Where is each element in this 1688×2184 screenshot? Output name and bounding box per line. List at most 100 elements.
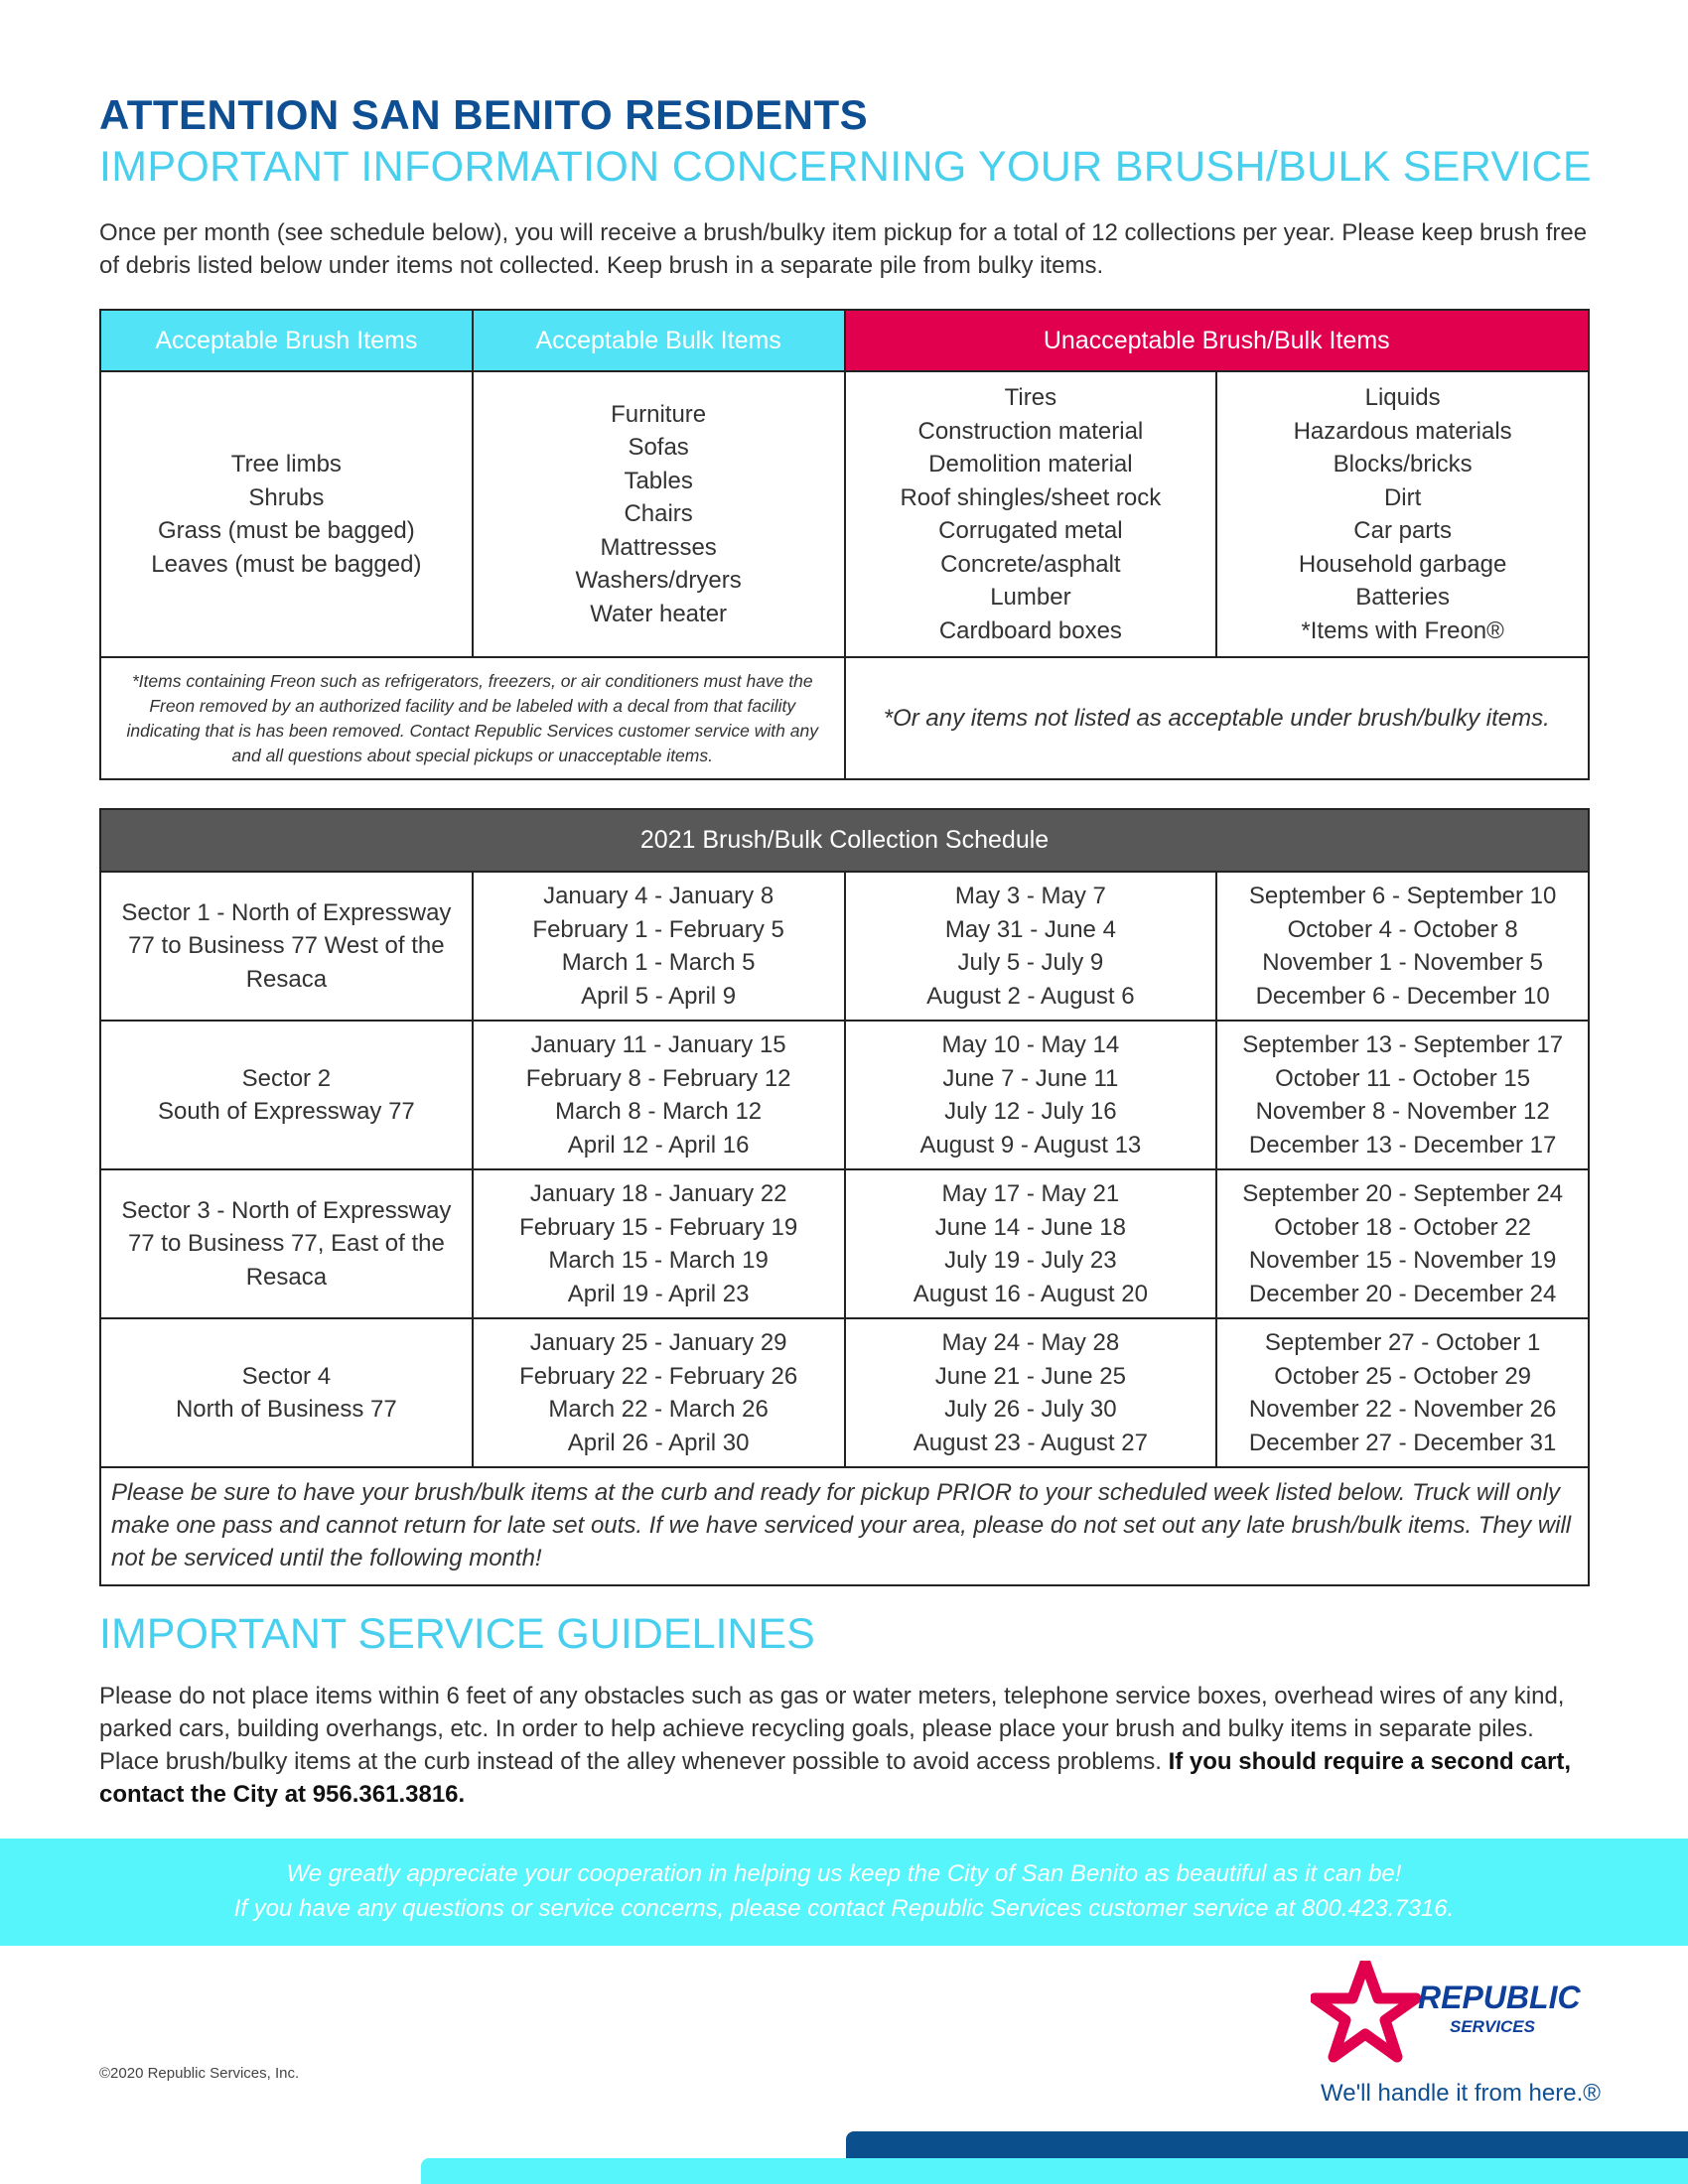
list-line: March 1 - March 5 — [561, 949, 756, 976]
tagline: We'll handle it from here.® — [1321, 2080, 1601, 2107]
footer-bar-blue — [846, 2131, 1688, 2159]
list-line: Corrugated metal — [938, 517, 1123, 544]
guidelines-text: Please do not place items within 6 feet … — [99, 1683, 1565, 1775]
list-line: February 15 - February 19 — [519, 1213, 798, 1241]
list-line: Shrubs — [248, 483, 325, 511]
list-line: July 26 - July 30 — [944, 1396, 1117, 1423]
list-line: March 15 - March 19 — [548, 1247, 769, 1274]
page-subtitle: IMPORTANT INFORMATION CONCERNING YOUR BR… — [99, 143, 1592, 191]
list-line: October 11 - October 15 — [1275, 1064, 1531, 1092]
sector-cell: Sector 4 North of Business 77 — [99, 1317, 474, 1468]
list-line: November 1 - November 5 — [1262, 949, 1544, 976]
list-line: Roof shingles/sheet rock — [900, 483, 1162, 511]
list-line: April 19 - April 23 — [567, 1280, 750, 1307]
list-line: September 27 - October 1 — [1264, 1329, 1541, 1356]
list-line: Resaca — [245, 965, 328, 993]
list-line: June 7 - June 11 — [942, 1064, 1119, 1092]
schedule-row: Sector 3 - North of Expressway 77 to Busi… — [99, 1168, 1590, 1319]
list-line: Tree limbs — [230, 451, 342, 478]
list-line: January 18 - January 22 — [529, 1180, 787, 1207]
logo-text: REPUBLIC — [1418, 1979, 1581, 2015]
list-line: April 26 - April 30 — [567, 1429, 750, 1456]
other-items-note: *Or any items not listed as acceptable u… — [843, 656, 1590, 780]
second-cart-contact: If you should require a second cart, con… — [99, 1748, 1571, 1808]
schedule-row: Sector 1 - North of Expressway 77 to Busi… — [99, 871, 1590, 1022]
date-ranges-cell: January 11 - January 15 February 8 - Febr… — [471, 1020, 846, 1170]
date-ranges-cell: January 18 - January 22 February 15 - Feb… — [471, 1168, 846, 1319]
list-line: Lumber — [990, 584, 1071, 611]
list-line: Grass (must be bagged) — [157, 517, 415, 544]
list-line: Washers/dryers — [575, 567, 742, 595]
list-line: February 8 - February 12 — [525, 1064, 791, 1092]
list-line: 77 to Business 77 West of the — [128, 932, 445, 960]
list-line: April 5 - April 9 — [581, 982, 737, 1010]
list-line: August 16 - August 20 — [913, 1280, 1148, 1307]
list-line: Sector 1 - North of Expressway — [121, 898, 452, 926]
list-line: June 14 - June 18 — [934, 1213, 1126, 1241]
guidelines-paragraph: Please do not place items within 6 feet … — [99, 1680, 1599, 1811]
republic-services-logo: REPUBLIC SERVICES — [1309, 1957, 1599, 2070]
date-ranges-cell: September 13 - September 17 October 11 - … — [1215, 1020, 1590, 1170]
list-line: February 1 - February 5 — [532, 915, 784, 943]
list-line: Leaves (must be bagged) — [151, 550, 422, 578]
list-line: August 23 - August 27 — [913, 1429, 1148, 1456]
list-line: May 3 - May 7 — [954, 883, 1106, 909]
list-line: Blocks/bricks — [1333, 451, 1473, 478]
list-line: January 25 - January 29 — [529, 1329, 787, 1356]
list-line: December 27 - December 31 — [1248, 1429, 1557, 1456]
copyright: ©2020 Republic Services, Inc. — [99, 2065, 300, 2082]
list-line: May 31 - June 4 — [944, 915, 1116, 943]
list-line: South of Expressway 77 — [157, 1098, 415, 1125]
items-table: Acceptable Brush Items Acceptable Bulk I… — [99, 309, 1590, 780]
page-title: ATTENTION SAN BENITO RESIDENTS — [99, 91, 869, 138]
list-line: Concrete/asphalt — [940, 550, 1121, 578]
list-line: November 22 - November 26 — [1248, 1396, 1557, 1423]
list-line: December 20 - December 24 — [1248, 1280, 1557, 1307]
date-ranges-cell: May 17 - May 21 June 14 - June 18 July 19 … — [843, 1168, 1218, 1319]
list-line: Furniture — [611, 400, 707, 428]
bulk-items-list: Furniture Sofas Tables Chairs Mattresses Wash… — [471, 370, 846, 658]
header-acceptable-brush: Acceptable Brush Items — [99, 309, 474, 372]
list-line: December 13 - December 17 — [1248, 1131, 1557, 1159]
list-line: January 11 - January 15 — [530, 1031, 786, 1058]
freon-note: *Items containing Freon such as refriger… — [99, 656, 846, 780]
list-line: September 20 - September 24 — [1242, 1180, 1564, 1207]
list-line: Car parts — [1353, 517, 1452, 544]
list-line: Construction material — [917, 417, 1144, 445]
header-unacceptable: Unacceptable Brush/Bulk Items — [843, 309, 1590, 372]
list-line: May 24 - May 28 — [941, 1329, 1120, 1356]
schedule-row: Sector 2 South of Expressway 77 January 11… — [99, 1020, 1590, 1170]
list-line: Demolition material — [928, 451, 1133, 478]
list-line: January 4 - January 8 — [543, 883, 774, 909]
date-ranges-cell: May 24 - May 28 June 21 - June 25 July 26 … — [843, 1317, 1218, 1468]
brush-items-list: Tree limbs Shrubs Grass (must be bagged) Le… — [99, 370, 474, 658]
sector-cell: Sector 3 - North of Expressway 77 to Busi… — [99, 1168, 474, 1319]
unacceptable-items-list-1: Tires Construction material Demolition mat… — [843, 370, 1218, 658]
banner-line-2: If you have any questions or service con… — [233, 1895, 1455, 1922]
list-line: November 15 - November 19 — [1248, 1247, 1557, 1274]
list-line: Household garbage — [1298, 550, 1507, 578]
list-line: Chairs — [624, 500, 693, 528]
list-line: May 17 - May 21 — [941, 1180, 1120, 1207]
list-line: 77 to Business 77, East of the — [127, 1230, 445, 1258]
list-line: March 8 - March 12 — [555, 1098, 763, 1125]
schedule-row: Sector 4 North of Business 77 January 25 -… — [99, 1317, 1590, 1468]
footer-bar-cyan — [421, 2158, 1688, 2184]
list-line: North of Business 77 — [175, 1396, 397, 1423]
list-line: Sector 3 - North of Expressway — [121, 1196, 452, 1224]
sector-cell: Sector 1 - North of Expressway 77 to Busi… — [99, 871, 474, 1022]
list-line: *Items with Freon® — [1301, 616, 1504, 644]
sector-cell: Sector 2 South of Expressway 77 — [99, 1020, 474, 1170]
list-line: Batteries — [1355, 584, 1450, 611]
guidelines-title: IMPORTANT SERVICE GUIDELINES — [99, 1610, 815, 1658]
list-line: Water heater — [590, 600, 728, 627]
star-logo-icon: REPUBLIC SERVICES — [1309, 1957, 1581, 2063]
date-ranges-cell: January 4 - January 8 February 1 - Februa… — [471, 871, 846, 1022]
list-line: August 9 - August 13 — [919, 1131, 1142, 1159]
list-line: Sofas — [628, 434, 689, 462]
date-ranges-cell: January 25 - January 29 February 22 - Feb… — [471, 1317, 846, 1468]
collection-schedule-table: 2021 Brush/Bulk Collection Schedule Sect… — [99, 808, 1590, 1586]
list-line: December 6 - December 10 — [1255, 982, 1550, 1010]
list-line: September 13 - September 17 — [1242, 1031, 1564, 1058]
list-line: July 5 - July 9 — [957, 949, 1104, 976]
